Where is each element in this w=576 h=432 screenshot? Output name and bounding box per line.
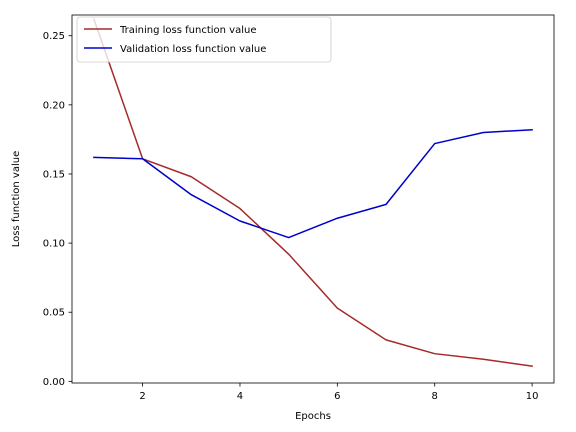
y-axis: 0.00 0.05 0.10 0.15 0.20 0.25 (43, 31, 72, 388)
x-tick-label: 4 (237, 391, 243, 402)
y-tick-label: 0.10 (43, 239, 65, 250)
x-tick-label: 2 (139, 391, 145, 402)
legend-box (76, 16, 332, 63)
x-tick-label: 10 (526, 391, 539, 402)
x-tick-label: 8 (432, 391, 438, 402)
y-tick-label: 0.25 (43, 31, 65, 42)
y-tick-label: 0.05 (43, 308, 65, 319)
series-line-validation (93, 128, 533, 239)
y-tick-label: 0.15 (43, 169, 65, 180)
y-tick-label: 0.00 (43, 377, 65, 388)
x-tick-label: 6 (334, 391, 340, 402)
series-line-training (92, 18, 533, 367)
legend: Training loss function value Validation l… (76, 16, 332, 63)
plot-frame (71, 14, 555, 384)
y-axis-label: Loss function value (11, 151, 22, 247)
plot-lines (92, 18, 533, 367)
legend-label: Training loss function value (119, 25, 256, 36)
x-axis: 2 4 6 8 10 (139, 383, 538, 402)
x-axis-label: Epochs (295, 411, 331, 422)
legend-label: Validation loss function value (120, 44, 266, 55)
y-tick-label: 0.20 (43, 100, 65, 111)
